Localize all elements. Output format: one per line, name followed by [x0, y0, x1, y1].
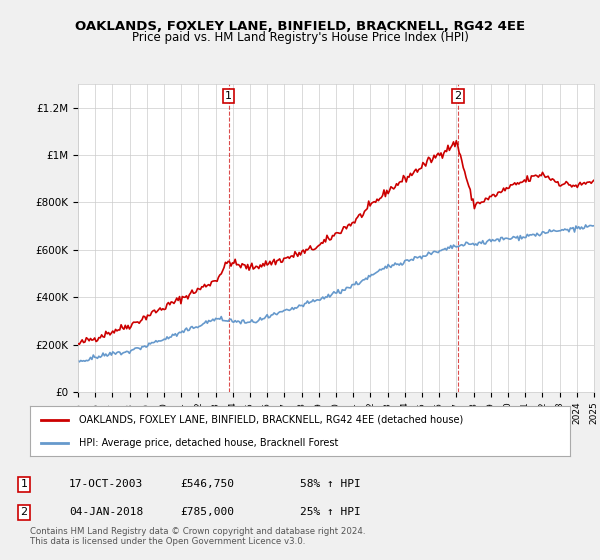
Text: £546,750: £546,750: [180, 479, 234, 489]
Text: HPI: Average price, detached house, Bracknell Forest: HPI: Average price, detached house, Brac…: [79, 438, 338, 448]
Text: OAKLANDS, FOXLEY LANE, BINFIELD, BRACKNELL, RG42 4EE (detached house): OAKLANDS, FOXLEY LANE, BINFIELD, BRACKNE…: [79, 414, 463, 424]
Text: Price paid vs. HM Land Registry's House Price Index (HPI): Price paid vs. HM Land Registry's House …: [131, 31, 469, 44]
Text: 2: 2: [454, 91, 461, 101]
Text: 2: 2: [20, 507, 28, 517]
Text: 1: 1: [225, 91, 232, 101]
Text: 25% ↑ HPI: 25% ↑ HPI: [300, 507, 361, 517]
Text: 04-JAN-2018: 04-JAN-2018: [69, 507, 143, 517]
Text: OAKLANDS, FOXLEY LANE, BINFIELD, BRACKNELL, RG42 4EE: OAKLANDS, FOXLEY LANE, BINFIELD, BRACKNE…: [75, 20, 525, 32]
Text: 58% ↑ HPI: 58% ↑ HPI: [300, 479, 361, 489]
Text: £785,000: £785,000: [180, 507, 234, 517]
Text: 1: 1: [20, 479, 28, 489]
Text: 17-OCT-2003: 17-OCT-2003: [69, 479, 143, 489]
Text: Contains HM Land Registry data © Crown copyright and database right 2024.
This d: Contains HM Land Registry data © Crown c…: [30, 526, 365, 546]
